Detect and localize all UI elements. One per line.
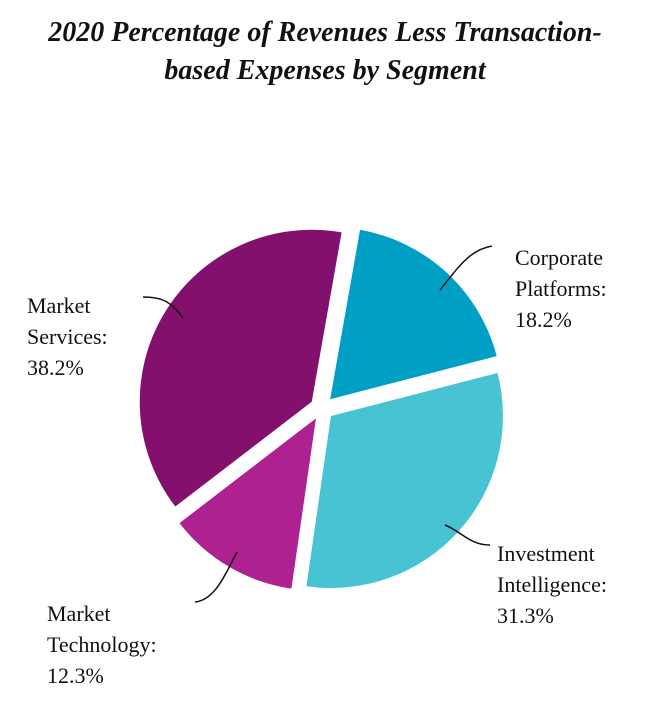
- category-label: Corporate Platforms:: [515, 245, 607, 301]
- pie-slice: [306, 373, 503, 589]
- pie-slice: [139, 229, 342, 507]
- pie-slice: [179, 418, 316, 589]
- category-label: Market Technology:: [47, 601, 157, 657]
- slice-label: Market Services: 38.2%: [27, 290, 108, 383]
- value-label: 38.2%: [27, 355, 84, 380]
- chart-title: 2020 Percentage of Revenues Less Transac…: [48, 17, 602, 86]
- value-label: 31.3%: [497, 603, 554, 628]
- slice-label: Corporate Platforms: 18.2%: [515, 242, 607, 335]
- category-label: Market Services:: [27, 293, 108, 349]
- slice-label: Market Technology: 12.3%: [47, 598, 157, 691]
- slice-label: Investment Intelligence: 31.3%: [497, 538, 607, 631]
- leader-line: [439, 245, 493, 291]
- category-label: Investment Intelligence:: [497, 541, 607, 597]
- value-label: 12.3%: [47, 663, 104, 688]
- leader-line: [194, 551, 238, 603]
- value-label: 18.2%: [515, 307, 572, 332]
- leader-line: [142, 296, 184, 319]
- pie-slice: [330, 229, 497, 400]
- leader-line: [444, 524, 491, 546]
